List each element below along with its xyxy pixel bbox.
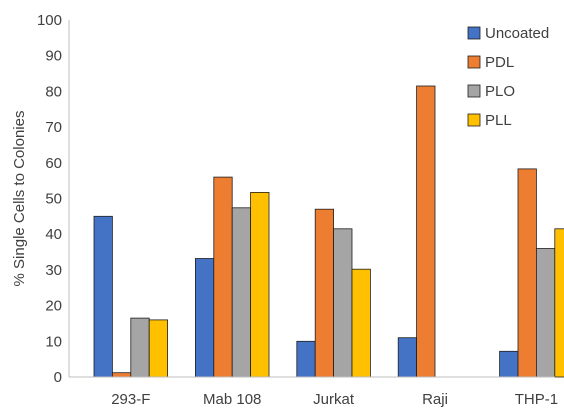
legend-label-pll: PLL	[485, 112, 512, 129]
y-axis-title: % Single Cells to Colonies	[11, 111, 28, 287]
bar-pdl-293-f	[112, 372, 132, 378]
bar-plo-jurkat	[333, 228, 353, 378]
bar-pdl-thp-1	[517, 168, 537, 378]
y-tick-label: 80	[45, 83, 62, 100]
legend-label-plo: PLO	[485, 83, 515, 100]
bar-pll-mab-108	[250, 191, 270, 378]
y-tick-label: 40	[45, 226, 62, 243]
legend-swatch-uncoated	[467, 26, 481, 40]
x-category-label: 293-F	[111, 391, 150, 408]
bar-pdl-raji	[416, 85, 436, 378]
legend-label-pdl: PDL	[485, 54, 514, 71]
bar-plo-293-f	[130, 317, 150, 378]
y-tick-label: 30	[45, 262, 62, 279]
x-category-label: Mab 108	[203, 391, 261, 408]
bar-pll-thp-1	[554, 228, 564, 378]
y-tick-label: 0	[54, 369, 62, 386]
bar-plo-thp-1	[536, 248, 556, 378]
bar-pll-293-f	[148, 319, 168, 378]
bar-uncoated-thp-1	[499, 350, 519, 378]
legend-swatch-pdl	[467, 55, 481, 69]
legend-swatch-pll	[467, 113, 481, 127]
bar-pdl-jurkat	[314, 208, 335, 378]
bars-layer	[93, 85, 564, 378]
bar-pll-jurkat	[351, 268, 371, 378]
x-category-label: Raji	[422, 391, 448, 408]
legend-label-uncoated: Uncoated	[485, 25, 549, 42]
x-category-label: THP-1	[515, 391, 558, 408]
bar-uncoated-raji	[397, 337, 418, 378]
bar-uncoated-293-f	[93, 215, 113, 378]
legend: Uncoated PDL PLO PLL	[467, 25, 549, 129]
y-tick-label: 70	[45, 119, 62, 136]
y-tick-label: 20	[45, 298, 62, 315]
y-tick-label: 50	[45, 191, 62, 208]
y-tick-label: 10	[45, 333, 62, 350]
legend-swatch-plo	[467, 84, 481, 98]
x-category-label: Jurkat	[313, 391, 355, 408]
bar-uncoated-mab-108	[194, 258, 215, 378]
bar-pdl-mab-108	[213, 176, 233, 378]
bar-uncoated-jurkat	[296, 340, 316, 378]
x-category-labels: 293-F Mab 108 Jurkat Raji THP-1	[111, 391, 558, 408]
y-tick-label: 90	[45, 48, 62, 65]
y-tick-labels: 0 10 20 30 40 50 60 70 80 90 100	[37, 12, 62, 386]
y-tick-label: 100	[37, 12, 62, 29]
bar-plo-mab-108	[231, 207, 251, 378]
y-tick-label: 60	[45, 155, 62, 172]
